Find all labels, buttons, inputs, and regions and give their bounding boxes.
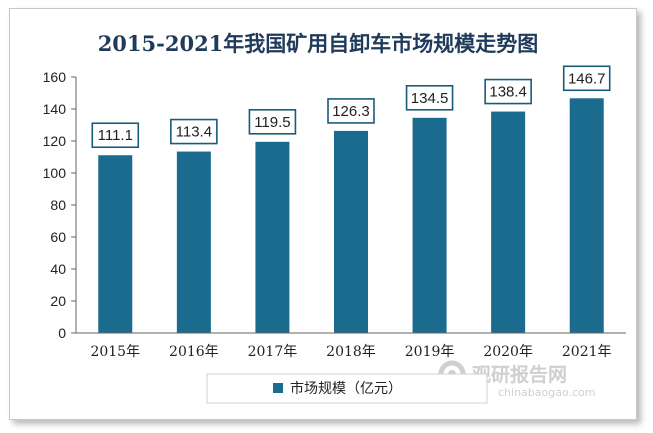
value-label-box: [562, 65, 611, 92]
y-tick-label: 140: [43, 101, 67, 117]
value-label: 111.1: [98, 127, 133, 144]
watermark: 观研报告网 chinabaogao.com: [438, 360, 596, 399]
value-label: 146.7: [568, 70, 606, 87]
legend-label: 市场规模（亿元）: [290, 380, 402, 397]
y-tick-label: 80: [50, 197, 66, 213]
bar: [569, 98, 604, 333]
value-label-box: [248, 109, 297, 135]
value-label-box: [405, 85, 454, 111]
bar-chart: 2015-2021年我国矿用自卸车市场规模走势图 0 20 40 60 80 100 120…: [43, 31, 626, 404]
value-label: 126.3: [332, 103, 370, 120]
legend-swatch: [273, 383, 283, 393]
chart-title: 2015-2021年我国矿用自卸车市场规模走势图: [98, 31, 539, 56]
x-tick-label: 2016年: [169, 344, 219, 360]
bars: 111.1 113.4 119.5 126.3 134.5 138.4 146.7: [91, 65, 611, 333]
y-tick-label: 40: [50, 261, 66, 277]
x-axis: 2015年 2016年 2017年 2018年 2019年 2020年 2021年: [76, 332, 626, 360]
x-tick-label: 2019年: [405, 344, 455, 360]
y-tick-label: 60: [50, 229, 66, 245]
x-tick-label: 2015年: [90, 344, 140, 360]
x-tick-label: 2017年: [248, 344, 298, 360]
value-label-box: [170, 118, 218, 145]
value-label-box: [484, 78, 532, 105]
bar: [334, 130, 368, 333]
bar: [98, 155, 133, 333]
x-tick-label: 2021年: [562, 344, 612, 360]
value-label: 138.4: [489, 84, 527, 101]
y-tick-label: 0: [58, 325, 66, 341]
y-tick-label: 120: [43, 133, 67, 149]
value-label-box: [91, 122, 140, 149]
x-tick-label: 2020年: [483, 344, 533, 360]
chart-frame: 2015-2021年我国矿用自卸车市场规模走势图 0 20 40 60 80 100 120…: [9, 8, 637, 420]
watermark-url: chinabaogao.com: [498, 386, 596, 399]
y-axis: 0 20 40 60 80 100 120 140 160: [43, 69, 77, 341]
bar: [412, 117, 447, 333]
value-label-box: [327, 98, 375, 124]
x-tick-label: 2018年: [326, 344, 376, 360]
bar: [255, 141, 290, 333]
bar: [491, 111, 526, 333]
watermark-brand: 观研报告网: [472, 363, 567, 386]
bar: [176, 151, 211, 333]
y-tick-label: 100: [43, 165, 67, 181]
y-tick-label: 160: [43, 69, 67, 85]
value-label: 113.4: [176, 124, 212, 141]
y-tick-label: 20: [50, 293, 66, 309]
value-label: 134.5: [411, 90, 449, 107]
legend: 市场规模（亿元）: [206, 373, 488, 404]
value-label: 119.5: [254, 114, 290, 131]
legend-box: [206, 373, 488, 404]
